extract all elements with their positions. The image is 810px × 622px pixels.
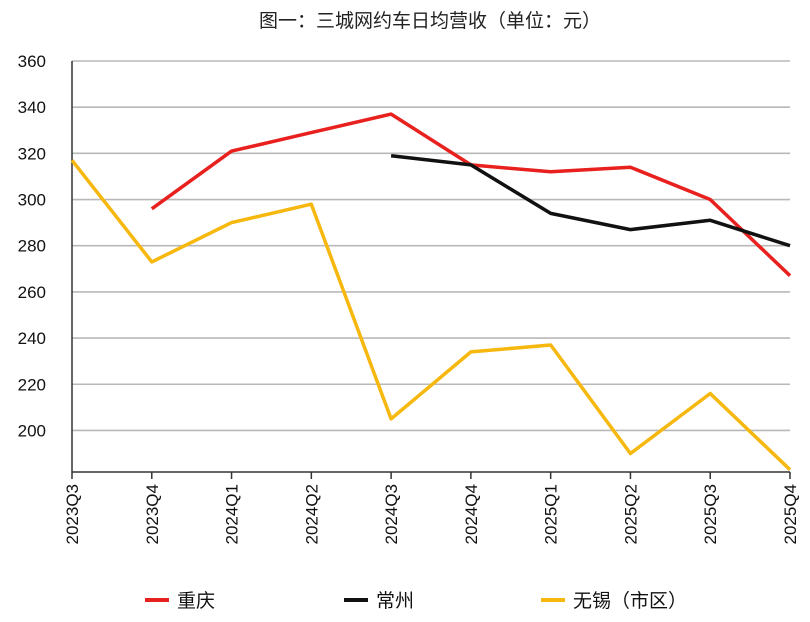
x-tick-label: 2025Q2 [621,484,640,545]
y-tick-label: 300 [18,191,46,210]
x-tick-label: 2024Q4 [462,484,481,544]
legend-label: 常州 [376,590,414,612]
x-tick-label: 2025Q1 [542,484,561,545]
y-tick-label: 320 [18,144,46,163]
series-line [150,112,792,277]
series-line [390,153,791,248]
y-tick-label: 240 [18,329,46,348]
legend-label: 重庆 [177,590,215,612]
x-tick-label: 2024Q1 [223,484,242,545]
x-tick-label: 2023Q3 [63,484,82,545]
x-tick-label: 2025Q4 [781,484,800,545]
x-tick-label: 2024Q3 [382,484,401,545]
y-tick-label: 220 [18,375,46,394]
y-tick-label: 200 [18,421,46,440]
y-tick-label: 280 [18,237,46,256]
legend: 重庆 常州 无锡（市区） [145,590,687,612]
series-line [70,159,792,471]
series-lines [70,112,792,471]
y-tick-label: 340 [18,98,46,117]
y-tick-label: 260 [18,283,46,302]
chart-title: 图一：三城网约车日均营收（单位：元） [259,10,601,32]
x-tick-label: 2025Q3 [701,484,720,545]
axes: 360 340 320 300 280 260 240 220 200 2023Q3 2023Q4 2… [18,52,800,545]
x-tick-label: 2023Q4 [143,484,162,545]
x-tick-label: 2024Q2 [302,484,321,545]
y-tick-label: 360 [18,52,46,71]
legend-label: 无锡（市区） [573,590,687,612]
grid [72,60,790,432]
